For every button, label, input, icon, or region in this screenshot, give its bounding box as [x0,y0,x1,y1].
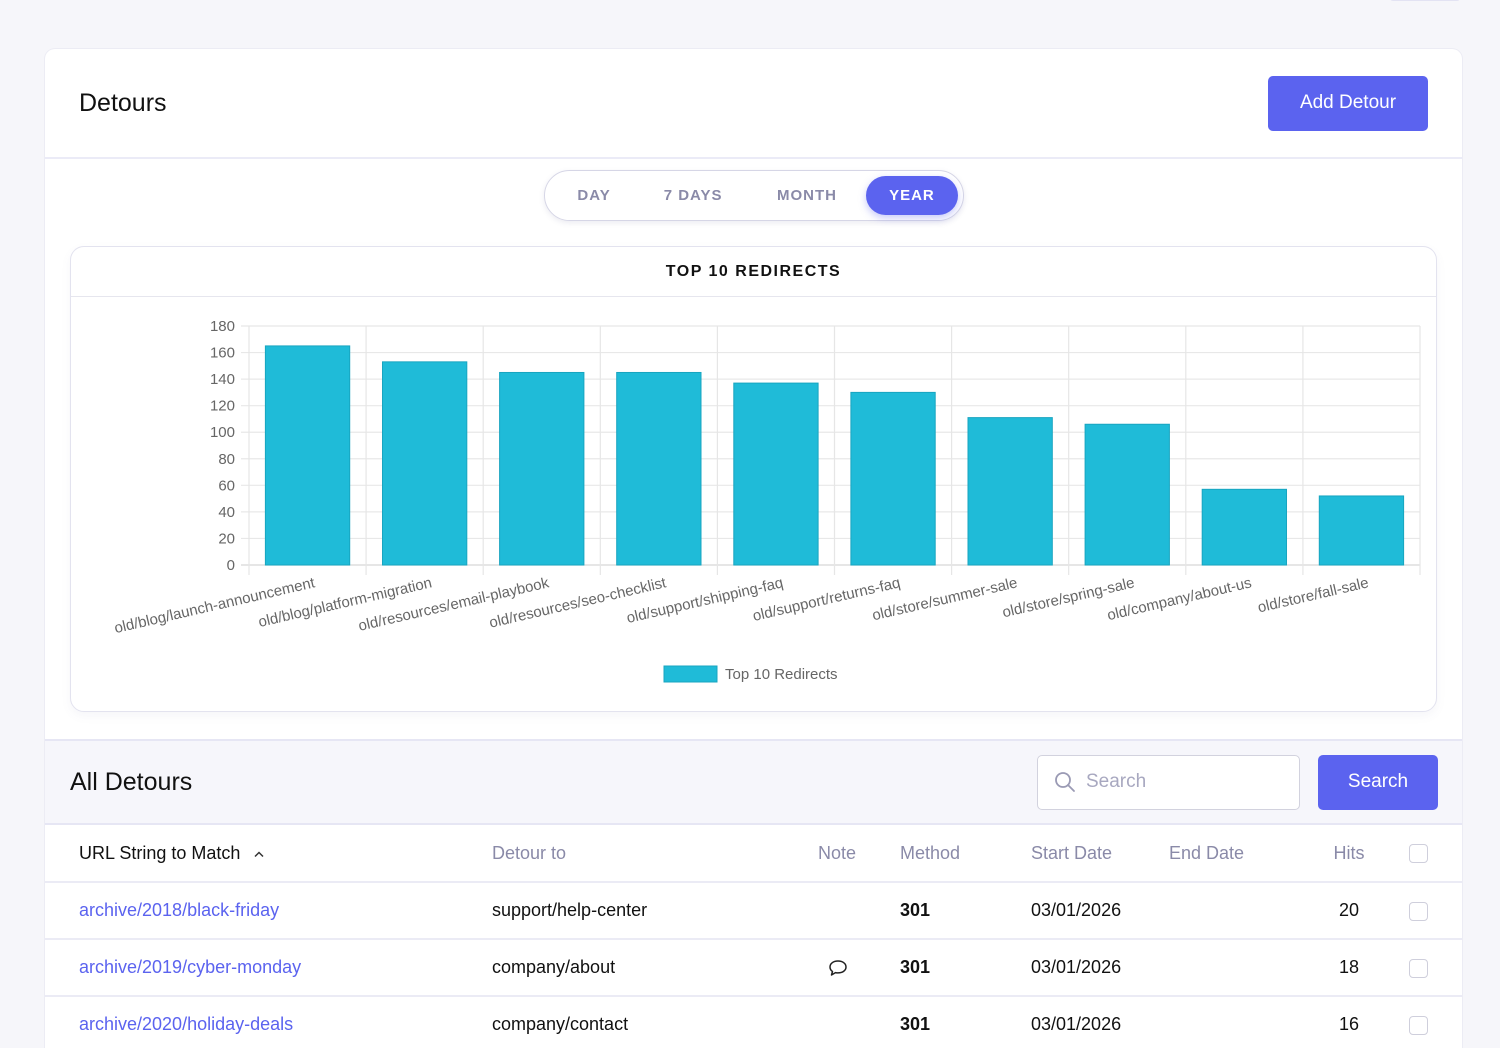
card-header: Detours Add Detour [45,49,1462,159]
y-tick-label: 20 [218,530,235,547]
column-header-select-all [1391,825,1462,883]
search-input[interactable] [1086,771,1286,793]
note-speech-bubble-icon[interactable] [828,959,848,977]
add-detour-button[interactable]: Add Detour [1268,75,1428,131]
y-tick-label: 140 [210,371,235,388]
hits-count: 18 [1307,939,1391,997]
y-tick-label: 40 [218,504,235,521]
x-tick-label: old/store/fall-sale [1256,574,1370,616]
hits-count: 16 [1307,996,1391,1048]
legend-label: Top 10 Redirects [725,666,838,683]
search-button[interactable]: Search [1318,754,1438,810]
bar-old-store-summer-sale [967,417,1053,566]
sort-ascending-icon[interactable] [253,850,265,858]
bar-old-blog-platform-migration [381,361,468,566]
column-header-note[interactable]: Note [818,825,900,883]
y-tick-label: 60 [218,477,235,494]
bar-old-resources-seo-checklist [616,371,702,566]
range-option-7-days[interactable]: 7 DAYS [663,187,723,204]
detour-target: support/help-center [492,882,818,940]
x-tick-label: old/blog/launch-announcement [113,574,318,637]
select-all-checkbox[interactable] [1409,844,1428,864]
note-cell [818,939,900,997]
table-row: archive/2019/cyber-monday company/about … [45,939,1462,997]
x-tick-label: old/resources/email-playbook [357,574,551,635]
page-title: Detours [79,88,167,117]
hits-count: 20 [1307,882,1391,940]
detour-target: company/about [492,939,818,997]
method-code: 301 [900,996,1031,1048]
method-code: 301 [900,882,1031,940]
detours-table: URL String to Match Detour to Note Metho… [45,825,1462,1048]
column-header-method[interactable]: Method [900,825,1031,883]
y-tick-label: 0 [227,557,235,574]
end-date [1169,996,1307,1048]
note-cell [818,882,900,940]
url-match-link[interactable]: archive/2019/cyber-monday [79,957,302,977]
table-row: archive/2018/black-friday support/help-c… [45,882,1462,940]
column-header-start-date[interactable]: Start Date [1031,825,1169,883]
all-detours-header: All Detours Search [45,739,1462,825]
range-option-year[interactable]: YEAR [866,176,958,215]
row-select-checkbox[interactable] [1409,1015,1428,1035]
top-redirects-chart-card: TOP 10 REDIRECTS 0 20 40 60 80 100 120 140 160 18… [70,246,1437,712]
end-date [1169,882,1307,940]
y-tick-label: 120 [210,398,235,415]
search-field[interactable] [1037,754,1300,810]
chart-title: TOP 10 REDIRECTS [71,247,1436,297]
bar-old-company-about-us [1201,488,1288,566]
column-header-hits[interactable]: Hits [1307,825,1391,883]
bar-old-support-shipping-faq [733,382,819,566]
legend-swatch [663,665,718,683]
table-row: archive/2020/holiday-deals company/conta… [45,996,1462,1048]
end-date [1169,939,1307,997]
note-cell [818,996,900,1048]
y-tick-label: 180 [210,318,235,335]
y-tick-label: 80 [218,451,235,468]
detour-target: company/contact [492,996,818,1048]
detours-card: Detours Add Detour DAY 7 DAYS MONTH YEAR… [45,49,1462,1048]
y-tick-label: 100 [210,424,235,441]
url-match-link[interactable]: archive/2018/black-friday [79,900,280,920]
range-toggle: DAY 7 DAYS MONTH YEAR [543,170,964,221]
bar-old-blog-launch-announcement [264,345,351,566]
y-tick-label: 160 [210,345,235,362]
bar-old-store-spring-sale [1084,423,1170,566]
start-date: 03/01/2026 [1031,939,1169,997]
column-label-url: URL String to Match [79,842,241,863]
bar-old-store-fall-sale [1318,495,1405,566]
range-option-month[interactable]: MONTH [776,187,837,204]
column-header-url[interactable]: URL String to Match [45,825,492,883]
start-date: 03/01/2026 [1031,996,1169,1048]
bar-old-support-returns-faq [850,391,936,566]
start-date: 03/01/2026 [1031,882,1169,940]
range-toggle-wrap: DAY 7 DAYS MONTH YEAR [45,170,1462,221]
column-header-detour[interactable]: Detour to [492,825,818,883]
all-detours-title: All Detours [70,767,193,796]
bar-old-resources-email-playbook [499,371,585,566]
top-edge-tab [1390,0,1460,1]
range-option-day[interactable]: DAY [577,187,611,204]
method-code: 301 [900,939,1031,997]
row-select-checkbox[interactable] [1409,958,1428,978]
column-header-end-date[interactable]: End Date [1169,825,1307,883]
top-redirects-bar-chart: 0 20 40 60 80 100 120 140 160 180 old/blog/launch-… [113,318,1421,683]
row-select-checkbox[interactable] [1409,901,1428,921]
search-icon [1055,772,1075,792]
url-match-link[interactable]: archive/2020/holiday-deals [79,1014,294,1034]
table-header-row: URL String to Match Detour to Note Metho… [45,825,1462,883]
